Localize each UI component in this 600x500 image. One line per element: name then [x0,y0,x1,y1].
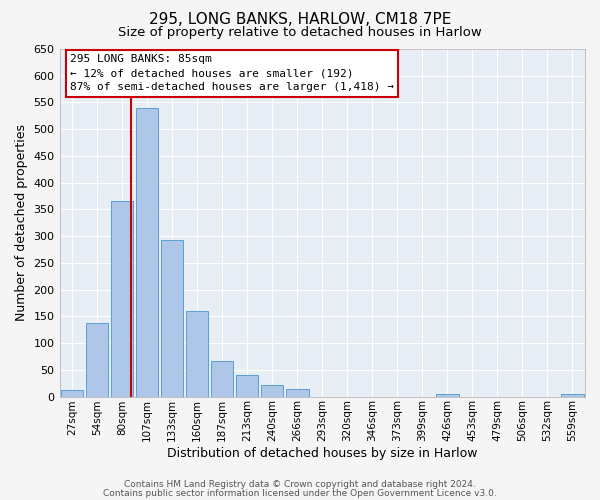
Bar [136,108,158,397]
Text: 295, LONG BANKS, HARLOW, CM18 7PE: 295, LONG BANKS, HARLOW, CM18 7PE [149,12,451,28]
Bar [236,375,259,396]
Text: Contains public sector information licensed under the Open Government Licence v3: Contains public sector information licen… [103,489,497,498]
Bar [111,202,133,396]
Bar [61,390,83,396]
Bar [211,360,233,396]
X-axis label: Distribution of detached houses by size in Harlow: Distribution of detached houses by size … [167,447,478,460]
Bar [186,311,208,396]
Bar [86,323,109,396]
Text: 295 LONG BANKS: 85sqm
← 12% of detached houses are smaller (192)
87% of semi-det: 295 LONG BANKS: 85sqm ← 12% of detached … [70,54,394,92]
Text: Contains HM Land Registry data © Crown copyright and database right 2024.: Contains HM Land Registry data © Crown c… [124,480,476,489]
Bar [261,385,283,396]
Bar [436,394,458,396]
Text: Size of property relative to detached houses in Harlow: Size of property relative to detached ho… [118,26,482,39]
Y-axis label: Number of detached properties: Number of detached properties [15,124,28,322]
Bar [161,240,184,396]
Bar [286,389,308,396]
Bar [561,394,584,396]
